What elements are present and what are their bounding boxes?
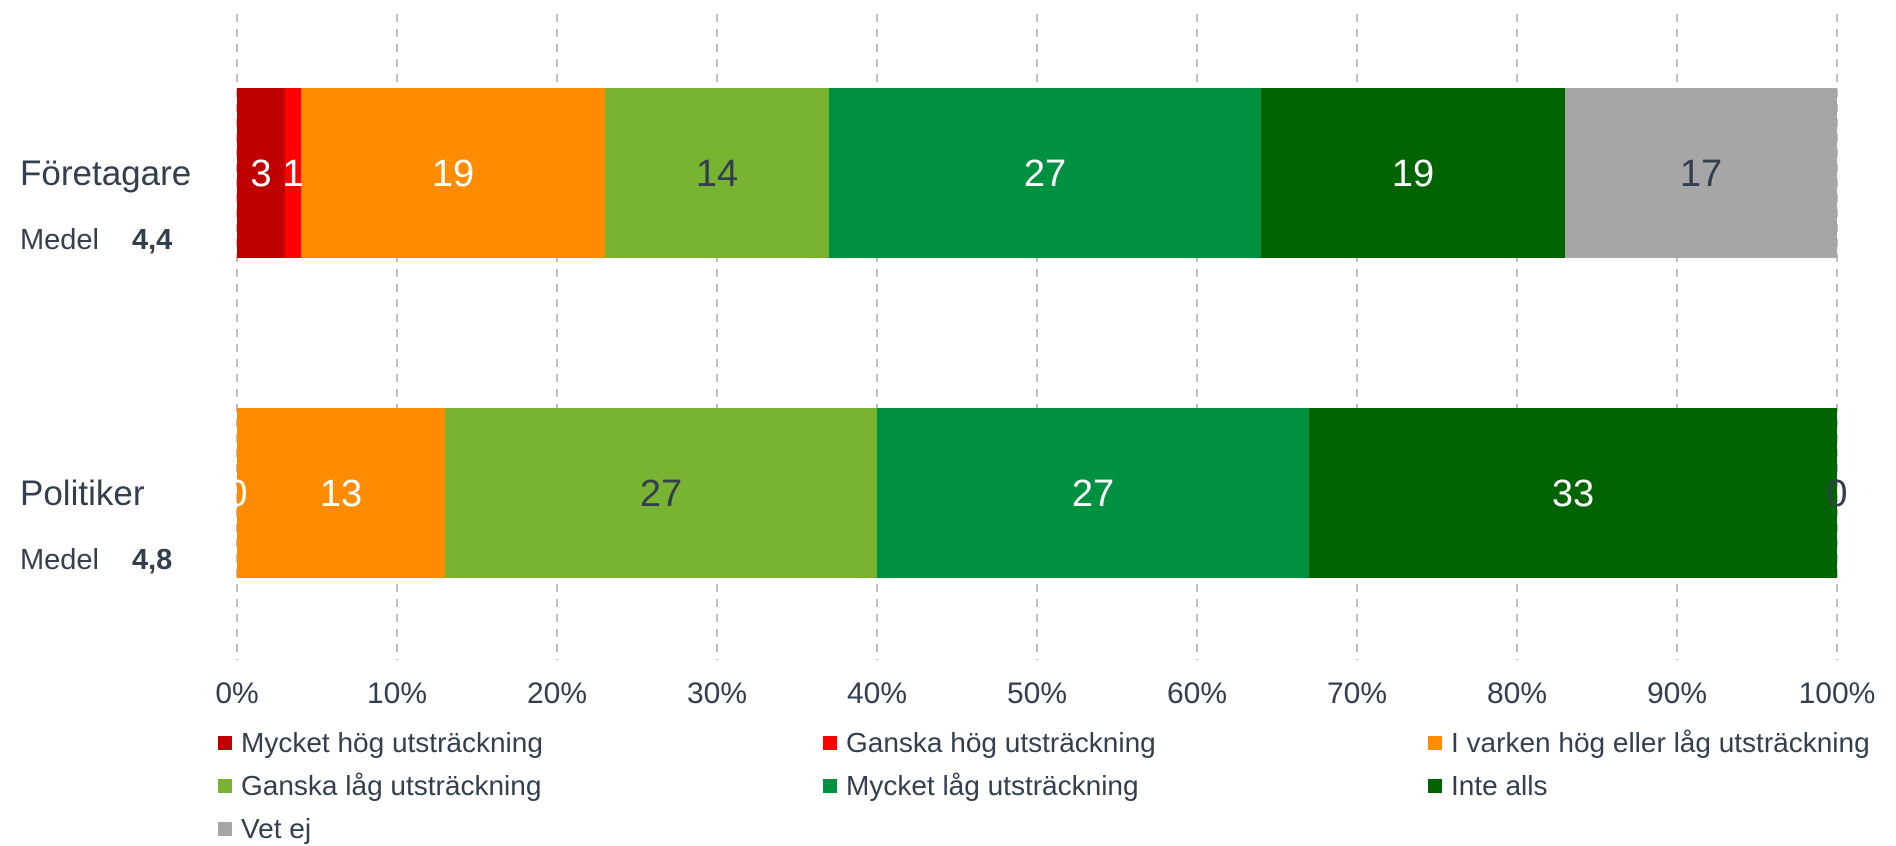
x-tick-label: 30% <box>687 677 747 710</box>
legend-swatch <box>1428 779 1442 793</box>
mean-value: 4,8 <box>132 544 172 576</box>
legend-swatch <box>218 779 232 793</box>
bar-segment <box>1309 408 1837 578</box>
bar-segment <box>445 408 877 578</box>
legend-item: Mycket hög utsträckning <box>218 727 543 759</box>
legend-label: Mycket låg utsträckning <box>846 770 1139 801</box>
x-tick-label: 100% <box>1799 677 1876 710</box>
category-label: Politiker <box>20 474 145 513</box>
category-labels: Företagare Medel 4,4 Politiker Medel 4,8 <box>20 154 191 576</box>
bar-segment <box>285 88 301 258</box>
x-tick-label: 60% <box>1167 677 1227 710</box>
data-label: 33 <box>1552 473 1594 515</box>
x-tick-label: 50% <box>1007 677 1067 710</box>
data-label: 27 <box>640 473 682 515</box>
bar-segment <box>237 408 445 578</box>
legend-label: I varken hög eller låg utsträckning <box>1451 727 1870 758</box>
x-tick-label: 40% <box>847 677 907 710</box>
data-label: 27 <box>1072 473 1114 515</box>
legend-swatch <box>823 736 837 750</box>
legend-swatch <box>218 822 232 836</box>
bar-segment <box>301 88 605 258</box>
data-label: 14 <box>696 153 738 195</box>
bar-segment <box>877 408 1309 578</box>
bar-segment <box>1565 88 1837 258</box>
legend-label: Mycket hög utsträckning <box>241 727 543 758</box>
x-tick-label: 10% <box>367 677 427 710</box>
legend-item: Mycket låg utsträckning <box>823 770 1139 802</box>
legend-item: Inte alls <box>1428 770 1548 802</box>
legend-item: I varken hög eller låg utsträckning <box>1428 727 1870 759</box>
bars <box>237 88 1837 578</box>
x-tick-label: 80% <box>1487 677 1547 710</box>
data-labels: 3 1 19 14 27 19 17 0 13 27 27 33 0 <box>226 153 1847 515</box>
bar-segment <box>605 88 829 258</box>
bar-segment <box>237 88 285 258</box>
data-label: 0 <box>1826 473 1847 515</box>
data-label: 27 <box>1024 153 1066 195</box>
data-label: 1 <box>282 153 303 195</box>
bar-segment <box>829 88 1261 258</box>
category-label: Företagare <box>20 154 191 193</box>
data-label: 17 <box>1680 153 1722 195</box>
data-label: 13 <box>320 473 362 515</box>
data-label: 0 <box>226 473 247 515</box>
data-label: 19 <box>432 153 474 195</box>
mean-label: Medel <box>20 224 99 256</box>
legend-item: Ganska låg utsträckning <box>218 770 541 802</box>
mean-value: 4,4 <box>132 224 172 256</box>
legend-swatch <box>823 779 837 793</box>
legend-swatch <box>218 736 232 750</box>
legend-item: Vet ej <box>218 813 311 845</box>
legend-label: Ganska låg utsträckning <box>241 770 542 801</box>
data-label: 3 <box>250 153 271 195</box>
legend-item: Ganska hög utsträckning <box>823 727 1156 759</box>
legend-label: Vet ej <box>241 813 312 844</box>
x-tick-label: 70% <box>1327 677 1387 710</box>
x-tick-label: 90% <box>1647 677 1707 710</box>
data-label: 19 <box>1392 153 1434 195</box>
bar-segment <box>1261 88 1565 258</box>
legend-swatch <box>1428 736 1442 750</box>
x-axis-ticks: 0% 10% 20% 30% 40% 50% 60% 70% 80% 90% 100% <box>215 677 1875 710</box>
x-tick-label: 20% <box>527 677 587 710</box>
legend-label: Inte alls <box>1451 770 1548 801</box>
legend-label: Ganska hög utsträckning <box>846 727 1156 758</box>
x-tick-label: 0% <box>215 677 258 710</box>
mean-label: Medel <box>20 544 99 576</box>
